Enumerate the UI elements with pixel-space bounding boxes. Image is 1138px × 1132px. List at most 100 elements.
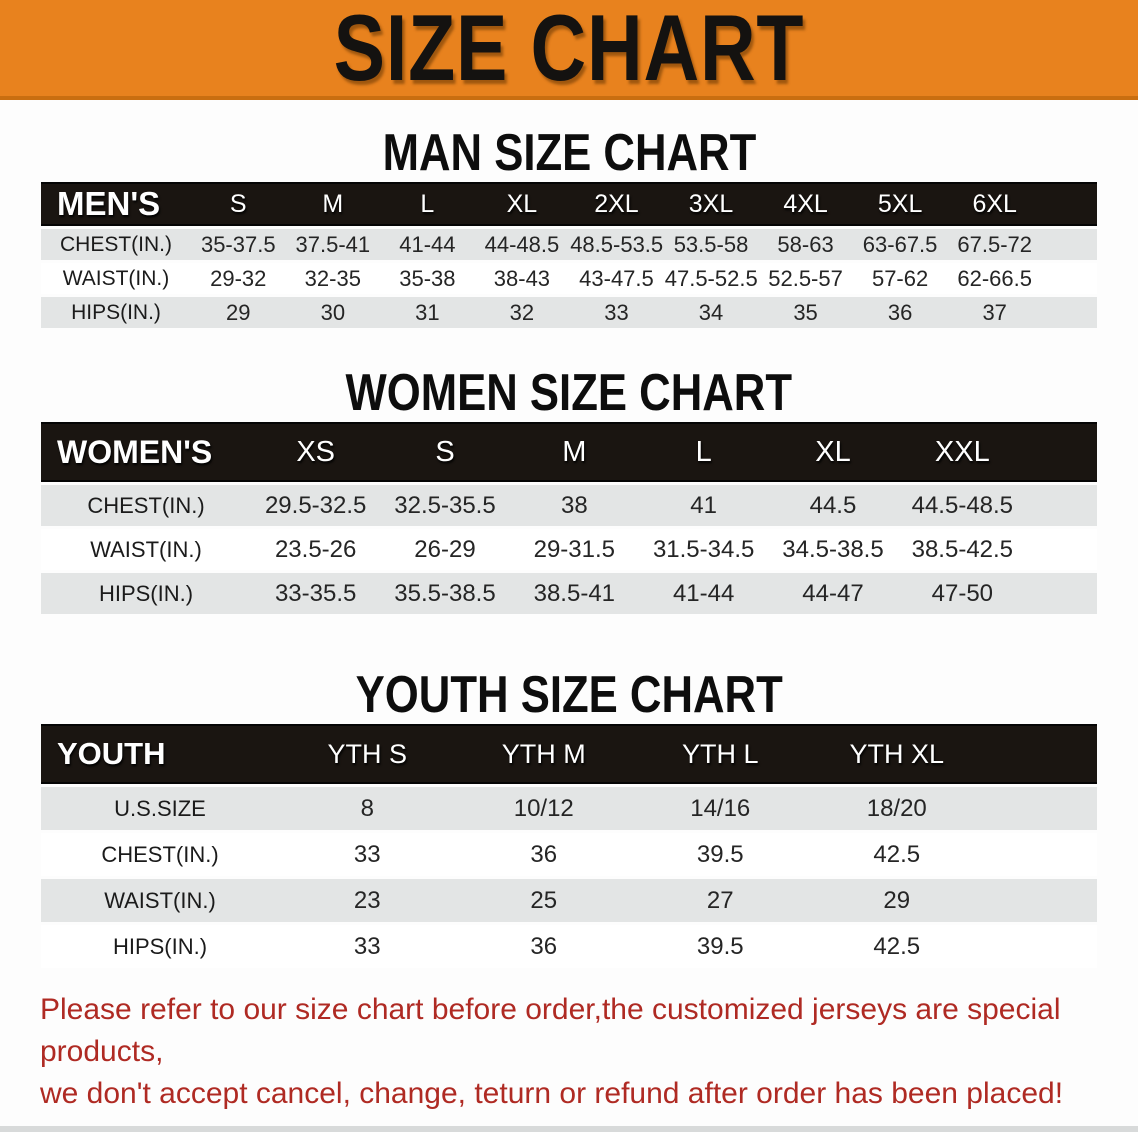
youth-size-section: YOUTH SIZE CHART YOUTH YTH S YTH M YTH L YTH…: [0, 669, 1138, 971]
size-value: 23.5-26: [251, 529, 381, 570]
men-section-heading: MAN SIZE CHART: [0, 127, 1138, 179]
measurement-row-label: CHEST(IN.): [41, 229, 191, 260]
size-column-header: 5XL: [852, 182, 948, 226]
measurement-row: HIPS(IN.) 29 30 31 32 33 34 35 36 37: [41, 297, 1097, 328]
size-value: 32-35: [285, 263, 381, 294]
size-value: 35: [758, 297, 853, 328]
table-corner-label: YOUTH: [41, 724, 279, 784]
size-value: 8: [279, 787, 456, 830]
measurement-row-label: WAIST(IN.): [41, 529, 251, 570]
size-value: 39.5: [632, 925, 809, 968]
size-column-header: L: [638, 422, 769, 482]
size-value: 33-35.5: [251, 573, 381, 614]
measurement-row: WAIST(IN.) 23.5-26 26-29 29-31.5 31.5-34.5 34…: [41, 529, 1097, 570]
size-value: 14/16: [632, 787, 809, 830]
men-size-section: MAN SIZE CHART MEN'S S M L XL 2XL 3XL 4XL 5XL 6XL…: [0, 127, 1138, 331]
women-section-heading: WOMEN SIZE CHART: [0, 367, 1138, 419]
size-value: 33: [279, 833, 456, 876]
measurement-row: WAIST(IN.) 23 25 27 29: [41, 879, 1097, 922]
size-column-header: XL: [768, 422, 898, 482]
size-value: 30: [285, 297, 381, 328]
size-column-header: 2XL: [569, 182, 664, 226]
measurement-row: CHEST(IN.) 35-37.5 37.5-41 41-44 44-48.5 48.5…: [41, 229, 1097, 260]
size-header-row: YOUTH YTH S YTH M YTH L YTH XL: [41, 724, 1097, 784]
measurement-row-label: WAIST(IN.): [41, 879, 279, 922]
size-value: 52.5-57: [758, 263, 853, 294]
row-spacer: [1042, 263, 1097, 294]
row-spacer: [1042, 297, 1097, 328]
size-column-header: YTH XL: [808, 724, 985, 784]
row-spacer: [1027, 573, 1097, 614]
men-size-table: MEN'S S M L XL 2XL 3XL 4XL 5XL 6XL CHEST(IN.) 35-37…: [41, 179, 1097, 331]
size-table-body: U.S.SIZE 8 10/12 14/16 18/20 CHEST(IN.) 33 36 39…: [41, 787, 1097, 968]
size-table-head: MEN'S S M L XL 2XL 3XL 4XL 5XL 6XL: [41, 182, 1097, 226]
size-value: 58-63: [758, 229, 853, 260]
youth-section-heading: YOUTH SIZE CHART: [0, 669, 1138, 721]
size-header-row: MEN'S S M L XL 2XL 3XL 4XL 5XL 6XL: [41, 182, 1097, 226]
size-value: 29: [191, 297, 286, 328]
size-value: 44-48.5: [474, 229, 570, 260]
header-spacer: [1042, 182, 1097, 226]
measurement-row-label: U.S.SIZE: [41, 787, 279, 830]
size-column-header: YTH L: [632, 724, 809, 784]
size-chart-banner: SIZE CHART: [0, 0, 1138, 100]
size-value: 29.5-32.5: [251, 485, 381, 526]
size-value: 57-62: [852, 263, 948, 294]
size-value: 43-47.5: [569, 263, 664, 294]
size-column-header: 3XL: [663, 182, 759, 226]
size-value: 44-47: [768, 573, 898, 614]
size-value: 26-29: [380, 529, 510, 570]
row-spacer: [1027, 485, 1097, 526]
measurement-row: WAIST(IN.) 29-32 32-35 35-38 38-43 43-47.5 47.…: [41, 263, 1097, 294]
size-column-header: M: [285, 182, 381, 226]
women-section-heading-text: WOMEN SIZE CHART: [345, 364, 793, 422]
header-spacer: [985, 724, 1097, 784]
measurement-row: HIPS(IN.) 33-35.5 35.5-38.5 38.5-41 41-44 44-…: [41, 573, 1097, 614]
size-table-head: YOUTH YTH S YTH M YTH L YTH XL: [41, 724, 1097, 784]
size-value: 35.5-38.5: [380, 573, 510, 614]
size-value: 38: [509, 485, 639, 526]
row-spacer: [1027, 529, 1097, 570]
row-spacer: [985, 879, 1097, 922]
size-column-header: S: [191, 182, 286, 226]
size-value: 47-50: [897, 573, 1027, 614]
row-spacer: [985, 925, 1097, 968]
measurement-row: CHEST(IN.) 33 36 39.5 42.5: [41, 833, 1097, 876]
size-value: 36: [455, 925, 632, 968]
size-table-body: CHEST(IN.) 35-37.5 37.5-41 41-44 44-48.5 48.5…: [41, 229, 1097, 328]
size-value: 53.5-58: [663, 229, 759, 260]
size-value: 10/12: [455, 787, 632, 830]
size-value: 42.5: [808, 833, 985, 876]
size-value: 42.5: [808, 925, 985, 968]
size-value: 41: [638, 485, 769, 526]
size-value: 27: [632, 879, 809, 922]
size-value: 36: [852, 297, 948, 328]
size-value: 29: [808, 879, 985, 922]
size-table-head: WOMEN'S XS S M L XL XXL: [41, 422, 1097, 482]
size-value: 34.5-38.5: [768, 529, 898, 570]
size-value: 38.5-42.5: [897, 529, 1027, 570]
banner-title: SIZE CHART: [333, 0, 805, 100]
measurement-row: U.S.SIZE 8 10/12 14/16 18/20: [41, 787, 1097, 830]
size-column-header: XL: [474, 182, 570, 226]
size-value: 48.5-53.5: [569, 229, 664, 260]
youth-section-heading-text: YOUTH SIZE CHART: [355, 666, 783, 724]
size-column-header: XXL: [897, 422, 1027, 482]
size-value: 37: [947, 297, 1042, 328]
order-policy-note: Please refer to our size chart before or…: [40, 989, 1138, 1115]
measurement-row: HIPS(IN.) 33 36 39.5 42.5: [41, 925, 1097, 968]
size-value: 32.5-35.5: [380, 485, 510, 526]
table-corner-label: MEN'S: [41, 182, 191, 226]
size-value: 41-44: [638, 573, 769, 614]
size-value: 47.5-52.5: [663, 263, 759, 294]
measurement-row: CHEST(IN.) 29.5-32.5 32.5-35.5 38 41 44.5 44.5…: [41, 485, 1097, 526]
order-policy-line-2: we don't accept cancel, change, teturn o…: [40, 1077, 1064, 1110]
size-value: 31.5-34.5: [638, 529, 769, 570]
size-column-header: M: [509, 422, 639, 482]
size-column-header: 6XL: [947, 182, 1042, 226]
size-header-row: WOMEN'S XS S M L XL XXL: [41, 422, 1097, 482]
size-column-header: S: [380, 422, 510, 482]
header-spacer: [1027, 422, 1097, 482]
measurement-row-label: CHEST(IN.): [41, 833, 279, 876]
size-value: 35-38: [380, 263, 475, 294]
